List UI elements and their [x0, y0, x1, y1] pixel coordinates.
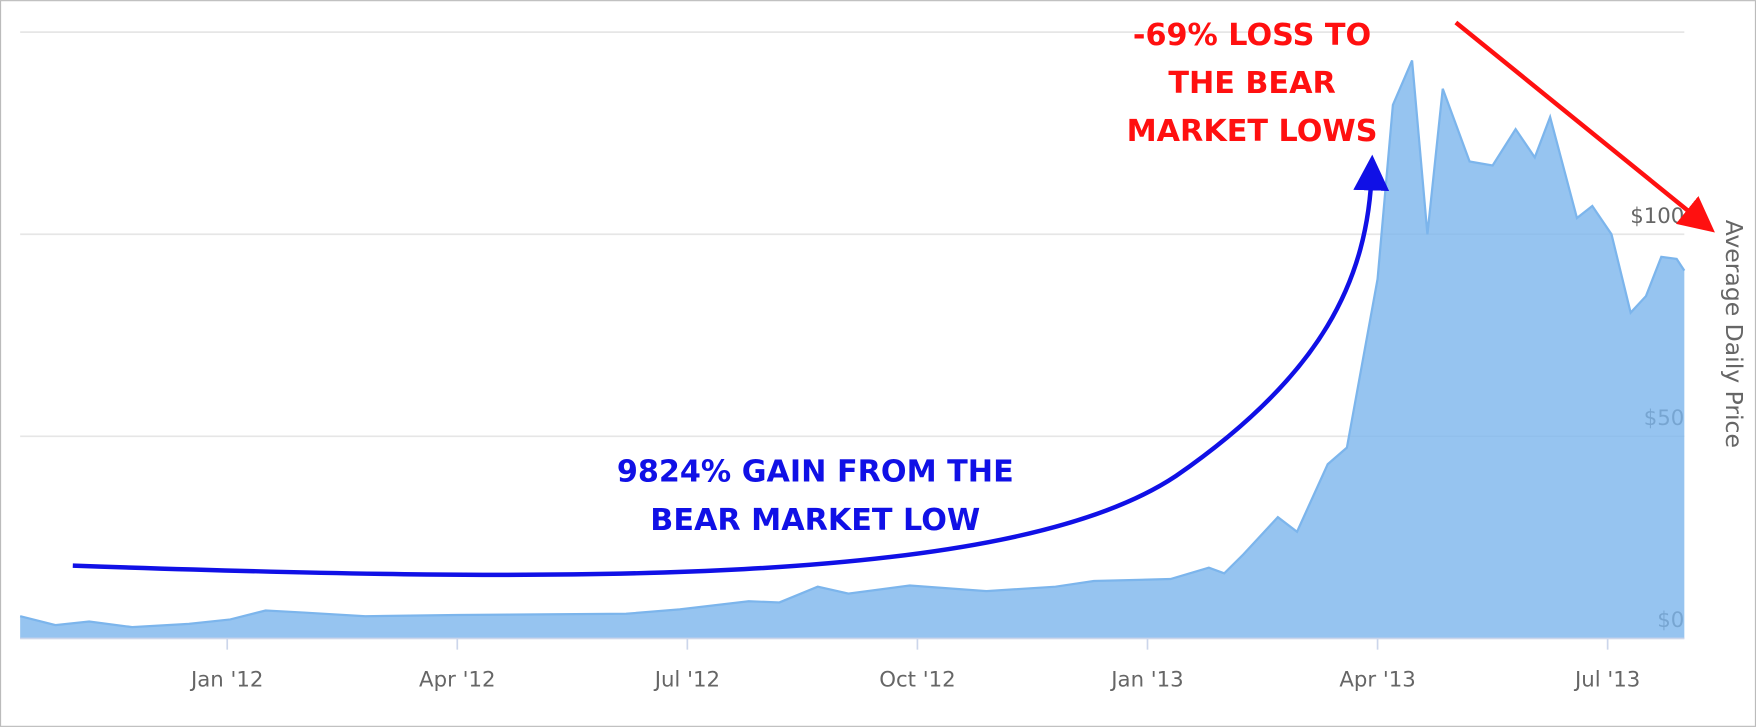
x-tick-label: Jan '13	[1109, 668, 1183, 693]
x-tick-label: Apr '12	[419, 668, 495, 693]
x-tick-label: Jul '13	[1573, 668, 1640, 693]
x-tick-label: Apr '13	[1339, 668, 1415, 693]
x-tick-label: Jul '12	[653, 668, 720, 693]
annotation: MARKET LOWS	[1127, 114, 1378, 149]
loss-arrow	[1454, 20, 1715, 233]
y-tick-label: $100	[1630, 204, 1684, 229]
annotation: BEAR MARKET LOW	[650, 503, 980, 538]
x-tick-label: Jan '12	[189, 668, 263, 693]
annotation: THE BEAR	[1168, 66, 1335, 101]
y-axis-title: Average Daily Price	[1720, 220, 1748, 448]
annotation: 9824% GAIN FROM THE	[617, 455, 1014, 490]
annotation: -69% LOSS TO	[1133, 18, 1371, 53]
area-fill	[20, 60, 1685, 639]
gain-arrow	[72, 154, 1390, 578]
x-tick-label: Oct '12	[879, 668, 955, 693]
area-line	[19, 59, 1686, 629]
